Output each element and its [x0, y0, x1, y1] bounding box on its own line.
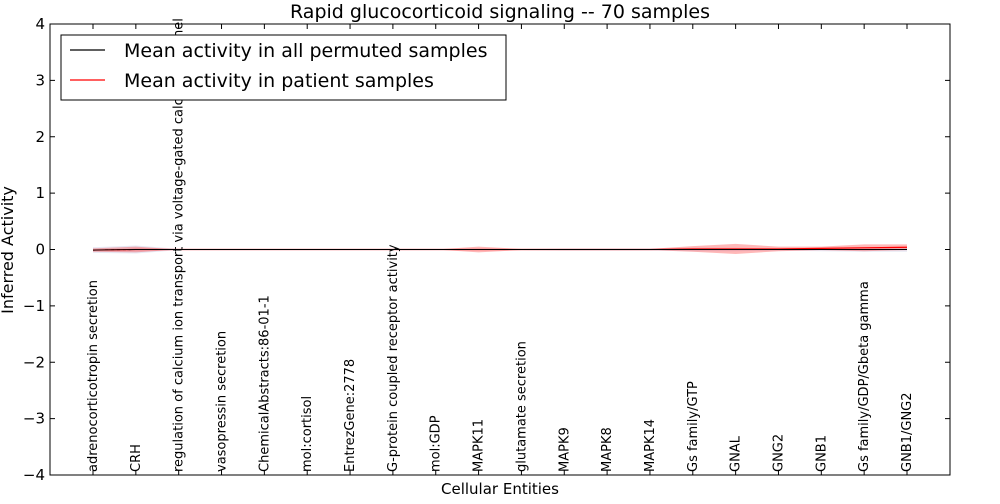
x-tick-label: vasopressin secretion — [215, 331, 230, 472]
x-tick-label: glutamate secretion — [514, 341, 529, 472]
legend-frame — [60, 34, 507, 101]
y-axis: 4 3 2 1 0 −1 −2 −3 −4 — [23, 15, 950, 484]
x-tick-label: Gs family/GTP — [686, 381, 701, 472]
legend-label-patient: Mean activity in patient samples — [124, 70, 434, 92]
x-tick-label: Gs family/GDP/Gbeta gamma — [857, 281, 872, 472]
series-line-0-solid — [92, 249, 907, 251]
legend-label-permuted: Mean activity in all permuted samples — [124, 40, 487, 62]
category-labels: adrenocorticotropin secretion CRH regulati… — [86, 18, 915, 472]
x-tick-label: GNG2 — [771, 434, 786, 472]
x-tick-label: G-protein coupled receptor activity — [386, 244, 401, 472]
y-tick-label: 4 — [35, 15, 45, 33]
x-tick-label: GNAL — [729, 435, 744, 472]
x-tick-label: MAPK9 — [557, 427, 572, 472]
x-tick-label: MAPK8 — [600, 427, 615, 472]
chart-title: Rapid glucocorticoid signaling -- 70 sam… — [290, 1, 710, 23]
x-tick-label: GNB1 — [814, 435, 829, 472]
y-tick-label: 3 — [35, 71, 45, 89]
y-axis-label: Inferred Activity — [0, 186, 17, 314]
x-tick-label: adrenocorticotropin secretion — [86, 280, 101, 472]
y-tick-label: 1 — [35, 184, 45, 202]
x-tick-label: CRH — [129, 444, 144, 472]
x-tick-label: MAPK14 — [643, 419, 658, 472]
y-tick-label: −4 — [23, 466, 45, 484]
y-tick-label: 2 — [35, 128, 45, 146]
x-tick-label: mol:GDP — [429, 415, 444, 472]
x-tick-label: GNB1/GNG2 — [900, 392, 915, 472]
legend: Mean activity in all permuted samples Me… — [60, 34, 507, 101]
series-lines — [92, 246, 908, 251]
x-tick-label: EntrezGene:2778 — [343, 359, 358, 472]
x-tick-label: ChemicalAbstracts:86-01-1 — [257, 295, 272, 472]
y-tick-label: −3 — [23, 410, 45, 428]
y-tick-label: −2 — [23, 353, 45, 371]
y-tick-label: −1 — [23, 297, 45, 315]
x-tick-label: regulation of calcium ion transport via … — [172, 18, 187, 472]
y-tick-label: 0 — [35, 241, 45, 259]
x-axis — [92, 24, 908, 475]
x-tick-label: mol:cortisol — [300, 396, 315, 472]
x-axis-label: Cellular Entities — [441, 480, 559, 498]
x-tick-label: MAPK11 — [472, 419, 487, 472]
